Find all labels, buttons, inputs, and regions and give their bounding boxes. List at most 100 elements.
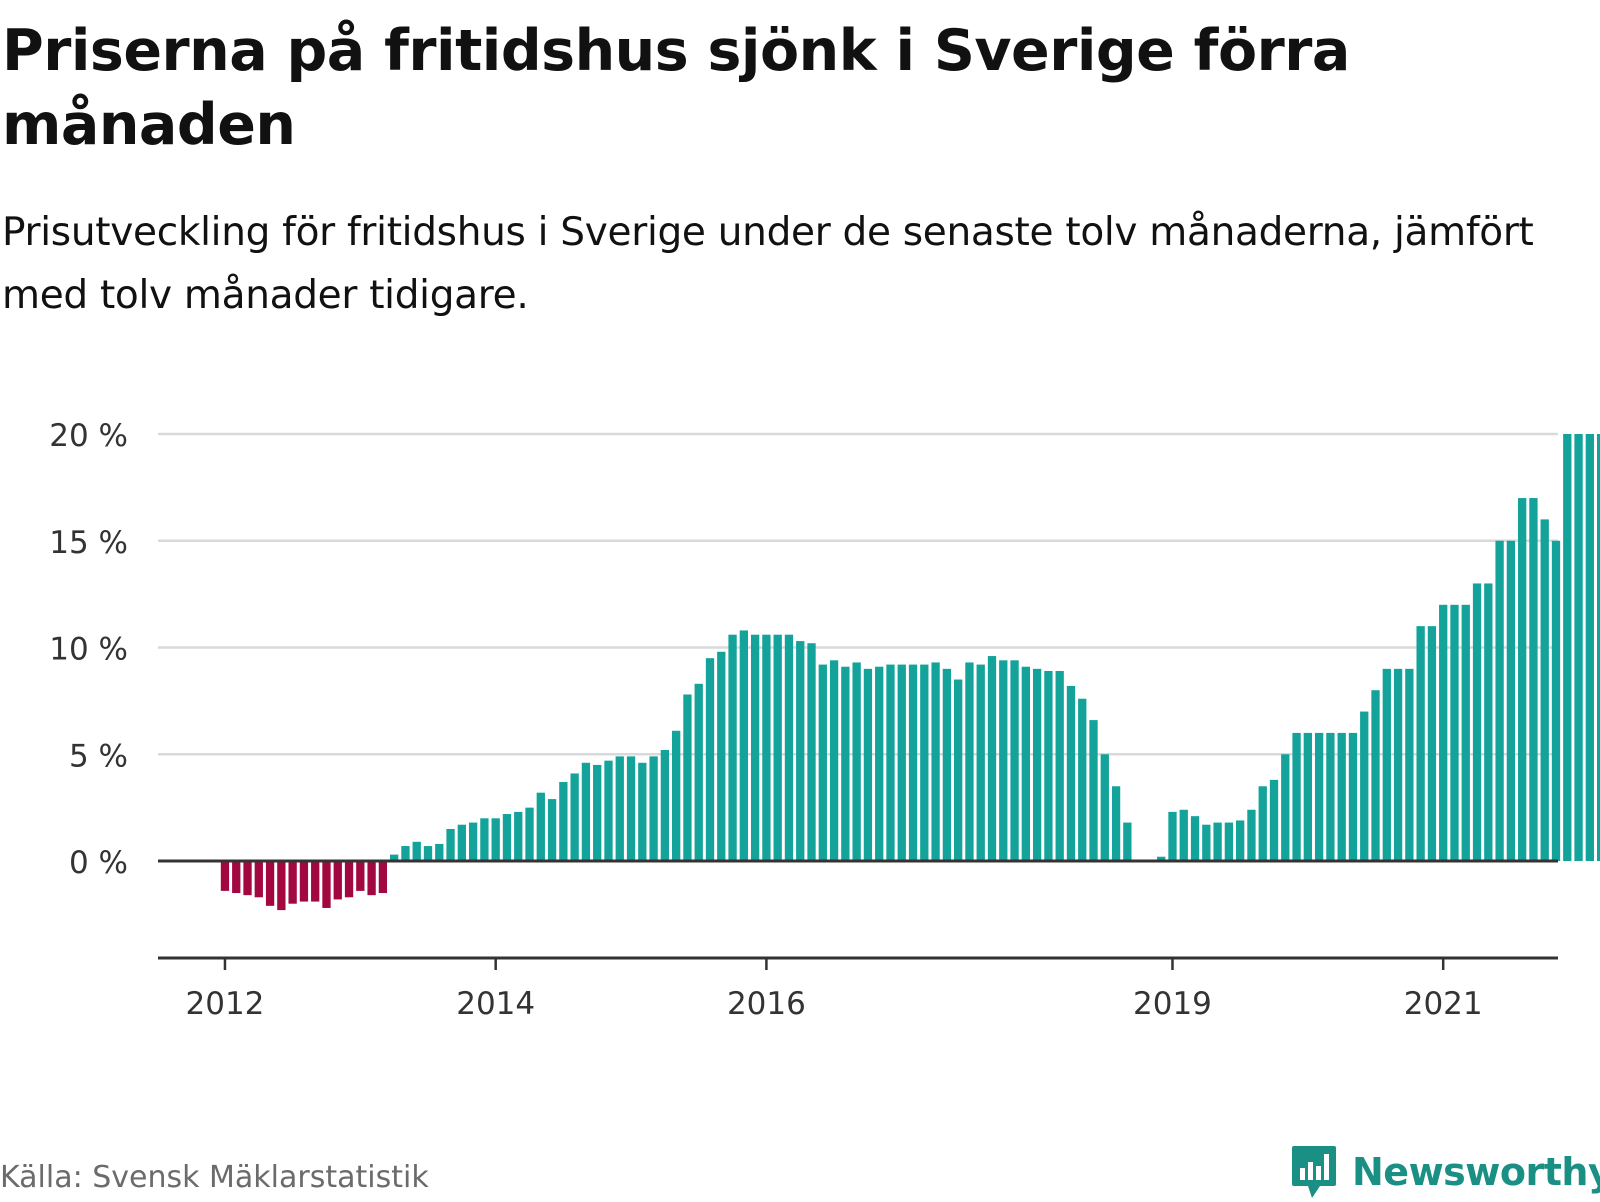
bar <box>841 666 850 861</box>
bar <box>1258 786 1267 861</box>
bar <box>1168 811 1177 861</box>
bar <box>1078 698 1087 861</box>
bar <box>660 749 670 861</box>
bar <box>705 658 715 861</box>
bar <box>852 662 861 861</box>
bar <box>525 807 534 861</box>
bar <box>1416 626 1425 861</box>
bar <box>367 861 376 896</box>
bar <box>1360 711 1369 861</box>
bar <box>333 861 342 900</box>
bar <box>1021 666 1030 861</box>
bar <box>829 660 839 861</box>
bar <box>412 841 421 861</box>
bar <box>1393 668 1403 861</box>
bar <box>818 664 827 861</box>
x-tick-label: 2014 <box>456 986 535 1022</box>
bar <box>672 730 681 861</box>
bar <box>942 668 952 861</box>
bar <box>1190 816 1200 861</box>
bar <box>773 634 782 861</box>
brand-name: Newsworthy <box>1352 1150 1600 1194</box>
bar <box>638 762 647 861</box>
bar <box>401 846 410 861</box>
bar <box>243 861 252 896</box>
bar <box>920 664 929 861</box>
bar <box>886 664 895 861</box>
bar <box>378 861 388 894</box>
bar <box>626 756 636 861</box>
bar <box>311 861 320 902</box>
bar <box>1303 732 1312 861</box>
bar <box>1179 809 1188 861</box>
bar <box>875 666 884 861</box>
x-axis-labels: 201220142016201920212023 <box>186 958 1483 1022</box>
bar <box>784 634 794 861</box>
bar <box>1236 820 1245 861</box>
bar <box>435 843 444 861</box>
bar <box>1010 660 1019 861</box>
bar <box>976 664 985 861</box>
bar <box>717 651 726 861</box>
bar <box>1348 732 1358 861</box>
bars <box>220 434 1600 911</box>
bar <box>1247 809 1256 861</box>
source-note: Källa: Svensk Mäklarstatistik <box>0 1160 429 1195</box>
bar <box>457 824 466 861</box>
x-tick-label: 2021 <box>1404 986 1483 1022</box>
bar <box>1123 822 1132 861</box>
bar <box>1089 720 1098 861</box>
bar <box>762 634 771 861</box>
bar <box>1337 732 1346 861</box>
bar <box>694 683 703 861</box>
bar <box>446 828 455 861</box>
bar <box>954 679 963 861</box>
bar <box>987 656 997 861</box>
bar <box>615 756 624 861</box>
y-tick-label: 20 % <box>49 418 128 454</box>
bar <box>908 664 918 861</box>
bar <box>232 861 241 894</box>
bar <box>1427 626 1437 861</box>
y-axis-labels: 0 % 5 % 10 % 15 % 20 % <box>49 418 128 881</box>
bar <box>288 861 297 904</box>
bar <box>1032 668 1042 861</box>
bar <box>480 818 489 861</box>
bar <box>649 756 658 861</box>
bar <box>683 694 692 861</box>
bar <box>1314 732 1324 861</box>
bar <box>750 634 760 861</box>
bar <box>468 822 478 861</box>
bar <box>897 664 906 861</box>
bar <box>1484 583 1493 861</box>
bar <box>1224 822 1234 861</box>
bar <box>491 818 500 861</box>
bar <box>1472 583 1482 861</box>
chart-title: Priserna på fritidshus sjönk i Sverige f… <box>2 18 1350 158</box>
bar <box>1585 434 1594 861</box>
bar <box>1044 670 1053 861</box>
bar <box>1518 498 1527 861</box>
bar <box>807 643 816 861</box>
bar <box>1506 540 1516 861</box>
bar <box>581 762 591 861</box>
bar <box>1269 779 1279 861</box>
bar <box>299 861 309 902</box>
bar <box>570 773 579 861</box>
bar <box>604 760 613 861</box>
bar <box>344 861 354 898</box>
x-tick-label: 2016 <box>727 986 806 1022</box>
x-tick-label: 2012 <box>186 986 265 1022</box>
bar-chart: 0 % 5 % 10 % 15 % 20 % 2012 2014 2016 2019 2021 2… <box>49 418 1600 1022</box>
bar <box>593 764 602 861</box>
bar <box>1371 690 1380 861</box>
y-tick-label: 15 % <box>49 525 128 561</box>
chart-subtitle: Prisutveckling för fritidshus i Sverige … <box>2 210 1534 318</box>
bar <box>1157 856 1166 861</box>
bar <box>1405 668 1414 861</box>
bar <box>265 861 275 906</box>
y-tick-label: 5 % <box>69 738 128 774</box>
bar <box>1495 540 1504 861</box>
y-tick-label: 10 % <box>49 632 128 668</box>
bar <box>728 634 737 861</box>
